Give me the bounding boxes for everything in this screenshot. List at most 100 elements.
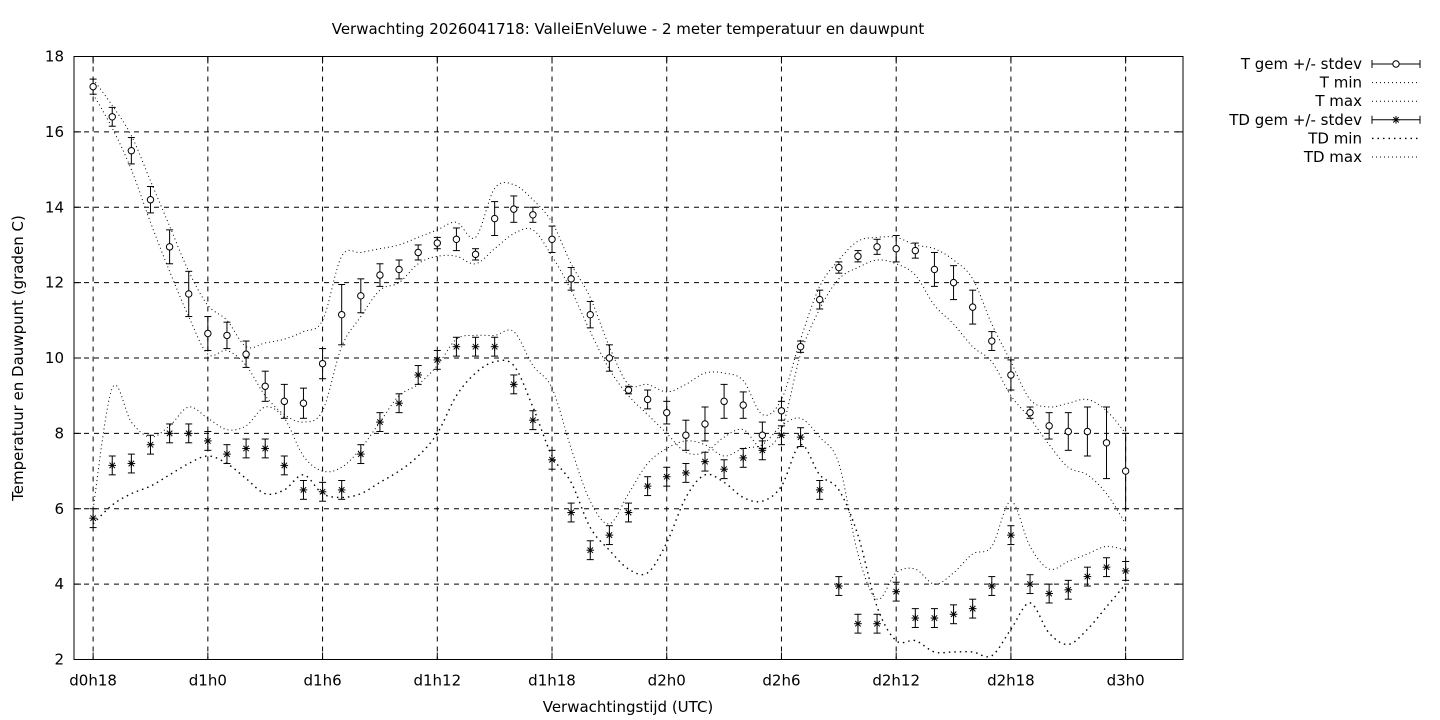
t-mean-point bbox=[490, 214, 499, 223]
td-mean-point bbox=[337, 486, 346, 494]
star-stroke bbox=[1103, 564, 1110, 571]
td-mean-point bbox=[127, 459, 136, 468]
x-tick-label: d0h18 bbox=[69, 672, 117, 690]
star-stroke bbox=[300, 486, 307, 493]
t-mean-point bbox=[1026, 408, 1034, 417]
t-mean-point bbox=[376, 271, 384, 279]
td-mean-point bbox=[299, 486, 308, 494]
star-stroke bbox=[682, 469, 689, 477]
star-stroke bbox=[854, 620, 862, 627]
star-stroke bbox=[338, 486, 345, 493]
star-stroke bbox=[1007, 532, 1015, 539]
t-mean-point bbox=[911, 246, 920, 255]
t-mean-point bbox=[548, 235, 556, 243]
td-mean-point bbox=[701, 457, 709, 466]
grid bbox=[74, 56, 1183, 660]
star-stroke bbox=[453, 343, 460, 350]
td-mean-point bbox=[1026, 580, 1034, 588]
td-mean-point bbox=[586, 546, 595, 555]
star-stroke bbox=[204, 437, 211, 445]
t-mean-point bbox=[624, 386, 633, 394]
t-mean-point bbox=[529, 211, 537, 219]
t-mean-point bbox=[1064, 427, 1072, 436]
star-stroke bbox=[950, 611, 957, 618]
td-mean-point bbox=[490, 342, 499, 351]
y-tick-label: 6 bbox=[54, 500, 64, 518]
y-tick-label: 4 bbox=[54, 575, 64, 593]
star-stroke bbox=[128, 460, 135, 467]
td-mean-point bbox=[108, 461, 117, 470]
t-mean-point bbox=[395, 265, 403, 274]
star-stroke bbox=[1046, 590, 1053, 597]
t-mean-point bbox=[605, 354, 614, 362]
star-stroke bbox=[223, 451, 231, 458]
t-mean-point bbox=[663, 408, 671, 417]
t-mean-point bbox=[873, 243, 881, 251]
td-mean-point bbox=[471, 342, 480, 351]
td-mean-point bbox=[414, 371, 422, 379]
star-stroke bbox=[357, 451, 364, 458]
t-mean-point bbox=[89, 82, 97, 91]
td-mean-point bbox=[1064, 585, 1073, 594]
star-stroke bbox=[262, 445, 269, 452]
star-stroke bbox=[568, 509, 575, 516]
t-mean-point bbox=[242, 350, 250, 358]
x-tick-label: d1h12 bbox=[413, 672, 461, 690]
star-stroke bbox=[376, 418, 384, 426]
star-stroke bbox=[109, 462, 116, 469]
star-stroke bbox=[893, 588, 900, 595]
td-mean-point bbox=[89, 514, 97, 522]
t-mean-point bbox=[1007, 371, 1015, 379]
y-tick-label: 12 bbox=[45, 274, 64, 292]
t-mean-point bbox=[337, 310, 346, 319]
axis-ticks: 2 4 6 8 10 12 14 16 18 d0h18 d1h0 d1h6 d1h12 d1h18 d2h… bbox=[45, 48, 1183, 690]
legend-star-marker bbox=[1392, 116, 1400, 124]
x-tick-label: d2h12 bbox=[872, 672, 920, 690]
legend-label: T gem +/- stdev bbox=[1240, 55, 1362, 73]
td-mean-point bbox=[165, 429, 174, 438]
t-mean-point bbox=[357, 292, 365, 300]
t-mean-point bbox=[777, 407, 786, 415]
t-mean-point bbox=[949, 278, 958, 287]
star-stroke bbox=[606, 532, 613, 539]
star-stroke bbox=[740, 454, 747, 461]
x-tick-label: d1h0 bbox=[189, 672, 227, 690]
star-stroke bbox=[529, 417, 536, 424]
td-mean-point bbox=[529, 416, 537, 424]
td-mean-point bbox=[376, 418, 384, 426]
x-tick-label: d2h0 bbox=[648, 672, 686, 690]
star-stroke bbox=[1084, 573, 1091, 580]
star-stroke bbox=[759, 447, 766, 454]
star-stroke bbox=[548, 456, 556, 463]
star-stroke bbox=[644, 483, 651, 490]
t-mean-point bbox=[1083, 427, 1092, 436]
star-stroke bbox=[587, 547, 594, 554]
t-mean-point bbox=[318, 359, 327, 368]
t-mean-point bbox=[1102, 439, 1111, 447]
td-mean-point bbox=[280, 461, 289, 470]
t-mean-point bbox=[835, 263, 843, 272]
t-mean-point bbox=[1121, 467, 1130, 475]
t-mean-point bbox=[796, 342, 805, 351]
td-mean-point bbox=[548, 455, 556, 464]
min-max-curves bbox=[92, 78, 1127, 658]
td-mean-point bbox=[662, 472, 671, 481]
t-mean-point bbox=[682, 431, 690, 439]
legend-label: TD gem +/- stdev bbox=[1228, 111, 1362, 129]
legend-circle-marker bbox=[1392, 60, 1400, 68]
t-mean-point bbox=[988, 337, 996, 345]
star-stroke bbox=[721, 466, 728, 473]
td-mean-point bbox=[682, 469, 690, 477]
td-mean-point bbox=[509, 380, 518, 389]
legend-label: TD min bbox=[1307, 129, 1362, 147]
star-stroke bbox=[90, 515, 97, 522]
star-stroke bbox=[835, 582, 842, 590]
t-mean-point bbox=[414, 248, 422, 257]
t-mean-point bbox=[108, 113, 116, 121]
t-mean-point bbox=[892, 245, 900, 253]
td-mean-point bbox=[1045, 589, 1053, 598]
star-stroke bbox=[625, 509, 632, 516]
t-mean-point bbox=[280, 397, 289, 406]
x-tick-label: d1h6 bbox=[304, 672, 342, 690]
t-mean-point bbox=[854, 252, 862, 260]
